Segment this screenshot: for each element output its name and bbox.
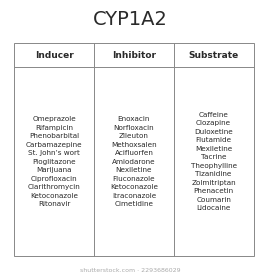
Text: Enoxacin
Norfloxacin
Zileuton
Methoxsalen
Acifluorfen
Amiodarone
Nexiletine
Fluc: Enoxacin Norfloxacin Zileuton Methoxsale… xyxy=(110,116,158,207)
Text: Inhibitor: Inhibitor xyxy=(112,51,156,60)
Text: shutterstock.com · 2293686029: shutterstock.com · 2293686029 xyxy=(80,268,180,273)
Bar xyxy=(14,43,254,256)
Text: CYP1A2: CYP1A2 xyxy=(93,10,167,29)
Text: Omeprazole
Rifampicin
Phenobarbital
Carbamazepine
St. John’s wort
Pioglitazone
M: Omeprazole Rifampicin Phenobarbital Carb… xyxy=(26,116,82,207)
Text: Caffeine
Clozapine
Duloxetine
Flutamide
Mexiletine
Tacrine
Theophylline
Tizanidi: Caffeine Clozapine Duloxetine Flutamide … xyxy=(191,112,237,211)
Text: Inducer: Inducer xyxy=(35,51,74,60)
Text: Substrate: Substrate xyxy=(188,51,239,60)
